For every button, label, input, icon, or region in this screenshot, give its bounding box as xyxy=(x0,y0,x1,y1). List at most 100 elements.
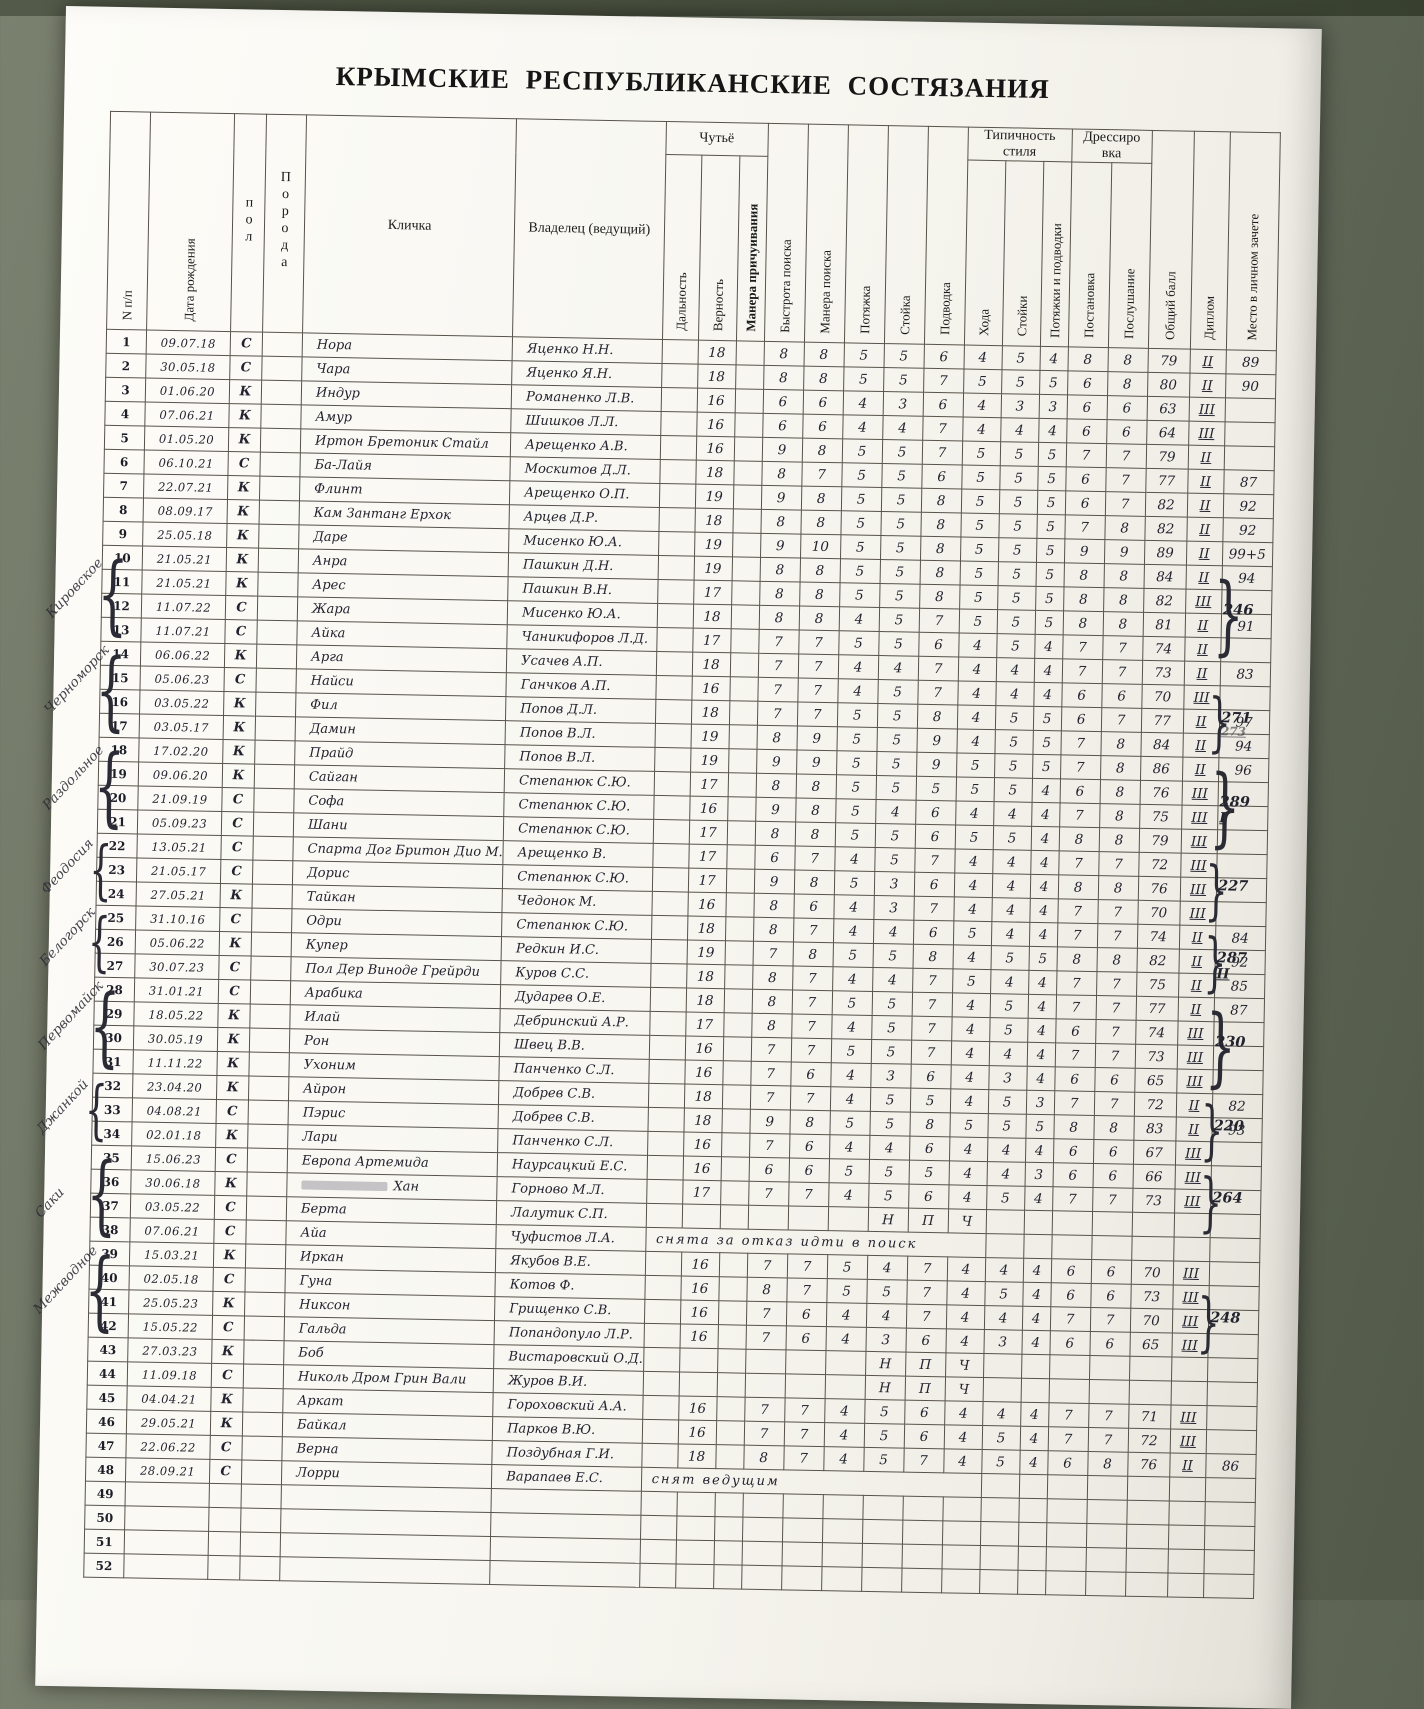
cell-vernost: 17 xyxy=(690,772,728,797)
cell-pip: 5 xyxy=(1036,563,1064,588)
cell-sex: К xyxy=(220,884,252,909)
cell-khoda: Ч xyxy=(948,1209,986,1234)
cell-search-manner: 8 xyxy=(794,870,834,895)
cell-scent-manner xyxy=(736,341,764,366)
cell-breed xyxy=(245,1268,285,1293)
cell-search-manner: 8 xyxy=(796,774,836,799)
cell-stoiki: 4 xyxy=(987,1162,1025,1187)
cell-podvodka: 6 xyxy=(906,1328,946,1353)
cell-total: 84 xyxy=(1140,733,1182,758)
cell-birthdate: 15.03.21 xyxy=(129,1242,213,1268)
cell-sex xyxy=(208,1556,240,1581)
cell-total: 77 xyxy=(1136,996,1178,1021)
cell-potyazhka: 5 xyxy=(831,1039,871,1064)
cell-scent-manner xyxy=(714,1541,742,1566)
cell-stoika: 5 xyxy=(880,512,920,537)
cell-vernost: 18 xyxy=(698,340,736,365)
cell-birthdate: 07.06.21 xyxy=(130,1218,214,1244)
cell-podvodka: 7 xyxy=(903,1448,943,1473)
cell-potyazhka: 4 xyxy=(842,415,882,440)
cell-dalnost xyxy=(646,1204,682,1229)
cell-breed xyxy=(255,740,295,765)
cell-search-speed: 8 xyxy=(759,605,799,630)
cell-breed xyxy=(250,1004,290,1029)
cell-sex: С xyxy=(228,452,260,477)
cell-vernost: 16 xyxy=(678,1420,716,1445)
cell-owner: Дударев О.Е. xyxy=(500,985,650,1012)
cell-stoiki: 5 xyxy=(989,1018,1027,1043)
cell-postanovka: 6 xyxy=(1061,683,1101,708)
cell-stoiki: 4 xyxy=(993,802,1031,827)
cell-stoika: 4 xyxy=(867,1256,907,1281)
cell-diplom: III xyxy=(1188,421,1224,446)
cell-total: 65 xyxy=(1129,1332,1171,1357)
cell-owner: Степанюк С.Ю. xyxy=(504,769,654,796)
cell-khoda: 4 xyxy=(948,1185,986,1210)
cell-owner: Редкин И.С. xyxy=(501,937,651,964)
cell-birthdate: 30.05.18 xyxy=(146,354,230,380)
cell-khoda: 4 xyxy=(946,1281,984,1306)
cell-diplom: II xyxy=(1189,373,1225,398)
cell-dalnost xyxy=(643,1347,679,1372)
cell-breed xyxy=(247,1172,287,1197)
cell-diplom xyxy=(1168,1549,1204,1574)
col-header-dalnost: Дальность xyxy=(662,155,701,341)
cell-poslushanie: 7 xyxy=(1098,852,1138,877)
cell-stoika: 5 xyxy=(872,992,912,1017)
cell-scent-manner xyxy=(716,1421,744,1446)
cell-owner: Наурсацкий Е.С. xyxy=(497,1153,647,1180)
cell-pip: 5 xyxy=(1029,946,1057,971)
cell-stoika: 4 xyxy=(882,416,922,441)
cell-search-speed: 7 xyxy=(753,941,793,966)
cell-owner: Степанюк С.Ю. xyxy=(502,913,652,940)
cell-total: 73 xyxy=(1132,1188,1174,1213)
cell-total: 75 xyxy=(1136,972,1178,997)
cell-potyazhka xyxy=(822,1543,862,1568)
cell-search-manner xyxy=(781,1566,821,1591)
cell-search-manner: 8 xyxy=(795,822,835,847)
cell-khoda: 4 xyxy=(953,897,991,922)
cell-birthdate: 31.01.21 xyxy=(134,978,218,1004)
cell-potyazhka: 5 xyxy=(840,535,880,560)
cell-total: 72 xyxy=(1128,1428,1170,1453)
cell-podvodka: 6 xyxy=(914,872,954,897)
cell-dalnost xyxy=(651,892,687,917)
cell-dalnost xyxy=(644,1300,680,1325)
cell-owner: Попов В.Л. xyxy=(505,721,655,748)
cell-search-speed: 7 xyxy=(750,1085,790,1110)
cell-total xyxy=(1125,1572,1167,1597)
cell-diplom: III xyxy=(1170,1429,1206,1454)
cell-khoda: 4 xyxy=(952,993,990,1018)
cell-breed xyxy=(260,428,300,453)
cell-sex: С xyxy=(220,860,252,885)
cell-postanovka: 7 xyxy=(1050,1307,1090,1332)
cell-search-speed: 8 xyxy=(757,725,797,750)
cell-podvodka: 7 xyxy=(906,1280,946,1305)
cell-owner: Куров С.С. xyxy=(501,961,651,988)
cell-khoda: 4 xyxy=(949,1161,987,1186)
margin-sum-note: 230 xyxy=(1215,1033,1246,1051)
cell-poslushanie: 6 xyxy=(1090,1284,1130,1309)
cell-scent-manner xyxy=(730,629,758,654)
cell-breed xyxy=(257,620,297,645)
cell-owner: Грищенко С.В. xyxy=(495,1297,645,1324)
cell-stoika: 5 xyxy=(869,1112,909,1137)
cell-postanovka: 6 xyxy=(1066,419,1106,444)
cell-dalnost xyxy=(642,1395,678,1420)
cell-poslushanie: 6 xyxy=(1107,396,1147,421)
cell-pip: 4 xyxy=(1038,419,1066,444)
cell-vernost: 16 xyxy=(683,1132,721,1157)
cell-khoda: 5 xyxy=(956,753,994,778)
cell-poslushanie: 7 xyxy=(1096,972,1136,997)
cell-stoika: 5 xyxy=(877,680,917,705)
cell-search-speed: 8 xyxy=(751,1013,791,1038)
cell-birthdate: 07.06.21 xyxy=(145,402,229,428)
cell-pip xyxy=(1018,1546,1046,1571)
cell-owner: Ганчков А.П. xyxy=(506,673,656,700)
cell-place: 86 xyxy=(1205,1454,1255,1479)
cell-search-speed: 7 xyxy=(744,1397,784,1422)
cell-postanovka: 6 xyxy=(1054,1067,1094,1092)
cell-owner: Поздубная Г.И. xyxy=(492,1441,642,1468)
cell-total: 72 xyxy=(1134,1092,1176,1117)
cell-khoda: 4 xyxy=(951,1017,989,1042)
